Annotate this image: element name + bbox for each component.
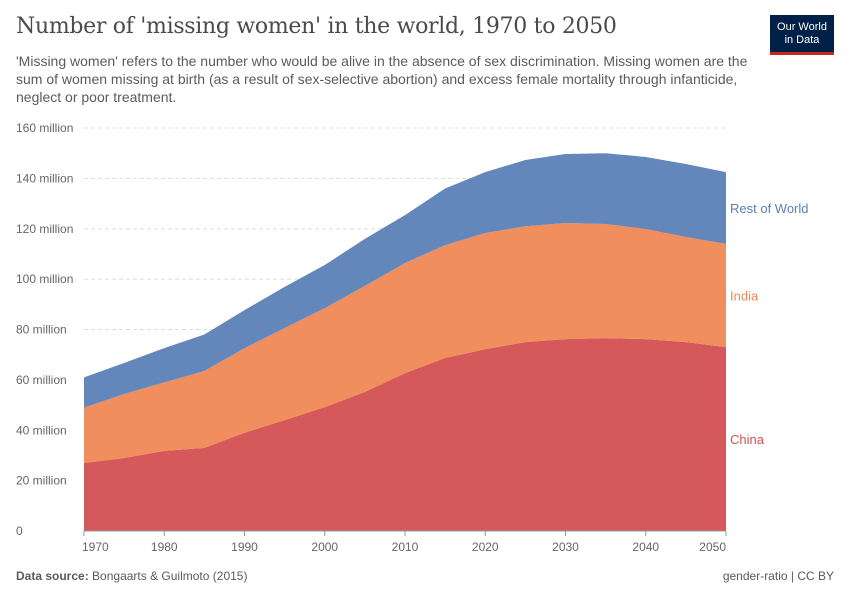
x-tick-label: 1980 [151,540,178,554]
y-tick-label: 120 million [16,222,73,236]
x-tick-label: 2030 [552,540,579,554]
x-tick-label: 2020 [472,540,499,554]
y-tick-label: 0 [16,524,23,538]
series-label: Rest of World [730,201,809,216]
chart-title: Number of 'missing women' in the world, … [16,14,617,39]
x-tick-label: 2000 [311,540,338,554]
x-tick-label: 2040 [632,540,659,554]
source-label: Data source: [16,569,89,583]
y-tick-label: 60 million [16,373,67,387]
x-tick-label: 1970 [82,540,109,554]
area-india [84,222,726,463]
owid-logo[interactable]: Our World in Data [770,15,834,55]
license-note[interactable]: gender-ratio | CC BY [722,569,834,583]
y-tick-label: 20 million [16,474,67,488]
area-china [84,338,726,531]
series-label: China [730,432,765,447]
y-tick-label: 140 million [16,171,73,185]
y-tick-label: 160 million [16,121,73,135]
x-tick-label: 1990 [231,540,258,554]
x-tick-label: 2050 [699,540,726,554]
y-tick-label: 80 million [16,323,67,337]
source-note: Data source: Bongaarts & Guilmoto (2015) [16,569,247,583]
logo-line-1: Our World [777,20,827,33]
y-tick-label: 40 million [16,423,67,437]
logo-line-2: in Data [784,33,820,46]
source-text[interactable]: Bongaarts & Guilmoto (2015) [92,569,248,583]
area-rest-of-world [84,153,726,408]
series-label: India [730,288,759,303]
y-tick-label: 100 million [16,272,73,286]
chart-subtitle: 'Missing women' refers to the number who… [16,53,748,105]
x-tick-label: 2010 [392,540,419,554]
